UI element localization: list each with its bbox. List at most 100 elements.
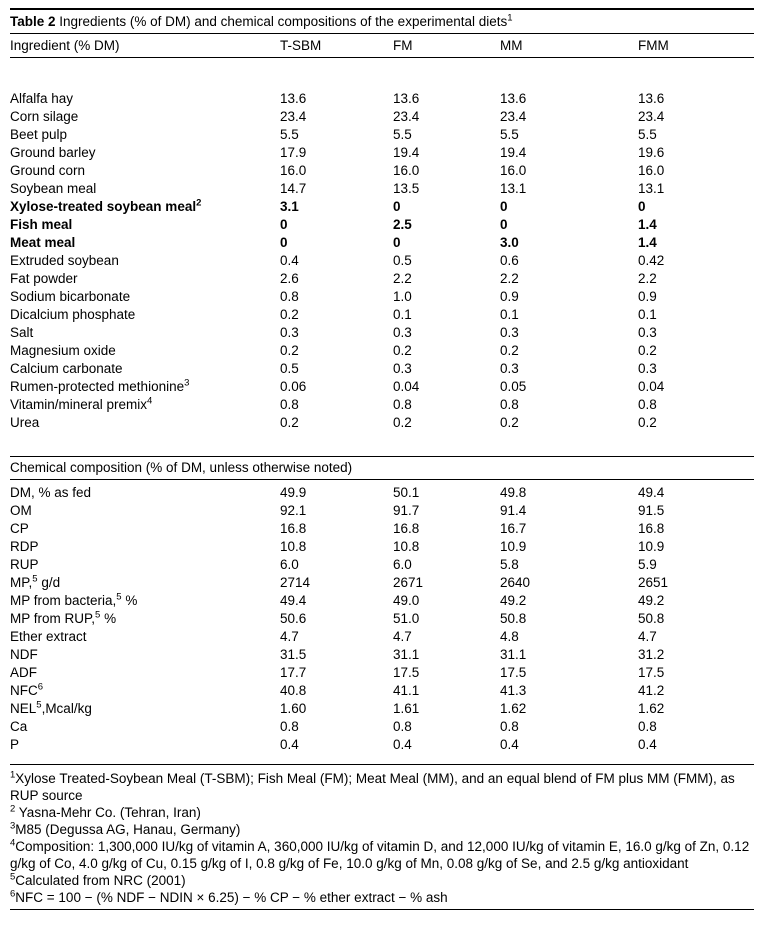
cell-value: 17.9	[280, 145, 307, 160]
row-label: RDP	[10, 539, 39, 554]
footnote: 2 Yasna-Mehr Co. (Tehran, Iran)	[10, 803, 201, 820]
cell-value: 0.2	[500, 415, 519, 430]
cell-value: 91.7	[393, 503, 420, 518]
cell-value: 0.8	[638, 397, 657, 412]
cell-value: 23.4	[393, 109, 420, 124]
cell-value: 0.4	[638, 737, 657, 752]
cell-value: 49.4	[280, 593, 307, 608]
cell-value: 23.4	[280, 109, 307, 124]
cell-value: 0.2	[393, 343, 412, 358]
table-row: MP,5 g/d 2714 2671 2640 2651	[10, 574, 754, 592]
row-label: Meat meal	[10, 235, 76, 250]
cell-value: 16.0	[500, 163, 527, 178]
cell-value: 0.1	[638, 307, 657, 322]
cell-value: 0.8	[280, 289, 299, 304]
cell-value: 0.2	[280, 307, 299, 322]
table-row: DM, % as fed 49.9 50.1 49.8 49.4	[10, 484, 754, 502]
table-row: RUP 6.0 6.0 5.8 5.9	[10, 556, 754, 574]
cell-value: 2.5	[393, 217, 412, 232]
chemical-composition-section: DM, % as fed 49.9 50.1 49.8 49.4 OM 92.1 91.7 91…	[10, 480, 754, 754]
column-header: T-SBM	[280, 38, 322, 53]
cell-value: 1.62	[638, 701, 665, 716]
table-row: NFC6 40.8 41.1 41.3 41.2	[10, 682, 754, 700]
table-row: P 0.4 0.4 0.4 0.4	[10, 736, 754, 754]
row-label: Ca	[10, 719, 28, 734]
table-row: NDF 31.5 31.1 31.1 31.2	[10, 646, 754, 664]
cell-value: 16.0	[280, 163, 307, 178]
cell-value: 49.4	[638, 485, 665, 500]
cell-value: 2.6	[280, 271, 299, 286]
cell-value: 31.1	[393, 647, 420, 662]
cell-value: 6.0	[393, 557, 412, 572]
table-row: ADF 17.7 17.5 17.5 17.5	[10, 664, 754, 682]
table-number: Table 2	[10, 14, 56, 29]
table-row: Magnesium oxide 0.2 0.2 0.2 0.2	[10, 342, 754, 360]
cell-value: 16.8	[638, 521, 665, 536]
row-label: Calcium carbonate	[10, 361, 123, 376]
row-label: Fish meal	[10, 217, 73, 232]
cell-value: 17.5	[500, 665, 527, 680]
row-label: ADF	[10, 665, 37, 680]
cell-value: 40.8	[280, 683, 307, 698]
table-row: Ca 0.8 0.8 0.8 0.8	[10, 718, 754, 736]
cell-value: 0.8	[500, 719, 519, 734]
cell-value: 0.8	[280, 719, 299, 734]
row-label: Alfalfa hay	[10, 91, 74, 106]
cell-value: 2640	[500, 575, 531, 590]
cell-value: 0.3	[393, 361, 412, 376]
cell-value: 2.2	[638, 271, 657, 286]
ingredients-section: Alfalfa hay 13.6 13.6 13.6 13.6 Corn silage 23…	[10, 58, 754, 432]
row-label: NEL5,Mcal/kg	[10, 700, 92, 716]
table-row: Sodium bicarbonate 0.8 1.0 0.9 0.9	[10, 288, 754, 306]
table-row: RDP 10.8 10.8 10.9 10.9	[10, 538, 754, 556]
cell-value: 0.2	[638, 343, 657, 358]
cell-value: 49.2	[500, 593, 527, 608]
cell-value: 10.9	[500, 539, 527, 554]
rule-above-footnotes	[10, 764, 754, 765]
rule-under-section-header	[10, 479, 754, 480]
cell-value: 0.2	[500, 343, 519, 358]
cell-value: 0	[280, 217, 288, 232]
cell-value: 0.2	[280, 415, 299, 430]
table-row: Soybean meal 14.7 13.5 13.1 13.1	[10, 180, 754, 198]
row-label: Soybean meal	[10, 181, 97, 196]
row-label: MP from RUP,5 %	[10, 610, 117, 626]
cell-value: 0.42	[638, 253, 665, 268]
cell-value: 16.8	[280, 521, 307, 536]
row-label: Rumen-protected methionine3	[10, 378, 190, 394]
cell-value: 1.4	[638, 235, 657, 250]
column-header: MM	[500, 38, 523, 53]
cell-value: 5.5	[500, 127, 519, 142]
table-row: Corn silage 23.4 23.4 23.4 23.4	[10, 108, 754, 126]
row-label: Ground corn	[10, 163, 86, 178]
footnote: 3M85 (Degussa AG, Hanau, Germany)	[10, 820, 241, 837]
cell-value: 0.5	[280, 361, 299, 376]
table-row: Salt 0.3 0.3 0.3 0.3	[10, 324, 754, 342]
section-header: Chemical composition (% of DM, unless ot…	[10, 460, 353, 475]
row-label: Urea	[10, 415, 40, 430]
cell-value: 41.2	[638, 683, 665, 698]
cell-value: 50.6	[280, 611, 307, 626]
cell-value: 0.3	[638, 361, 657, 376]
cell-value: 0.05	[500, 379, 527, 394]
cell-value: 10.8	[393, 539, 420, 554]
cell-value: 0.1	[393, 307, 412, 322]
cell-value: 17.5	[393, 665, 420, 680]
cell-value: 41.3	[500, 683, 527, 698]
footnote: 6NFC = 100 − (% NDF − NDIN × 6.25) − % C…	[10, 888, 448, 905]
cell-value: 31.2	[638, 647, 665, 662]
cell-value: 91.4	[500, 503, 527, 518]
cell-value: 13.1	[500, 181, 527, 196]
cell-value: 23.4	[638, 109, 665, 124]
footnote: 5Calculated from NRC (2001)	[10, 871, 186, 888]
cell-value: 31.1	[500, 647, 527, 662]
cell-value: 49.0	[393, 593, 420, 608]
cell-value: 16.8	[393, 521, 420, 536]
cell-value: 19.4	[393, 145, 420, 160]
cell-value: 0.1	[500, 307, 519, 322]
row-label: DM, % as fed	[10, 485, 92, 500]
cell-value: 49.2	[638, 593, 665, 608]
table-row: Calcium carbonate 0.5 0.3 0.3 0.3	[10, 360, 754, 378]
column-header-ingredient: Ingredient (% DM)	[10, 38, 120, 53]
cell-value: 13.6	[280, 91, 307, 106]
